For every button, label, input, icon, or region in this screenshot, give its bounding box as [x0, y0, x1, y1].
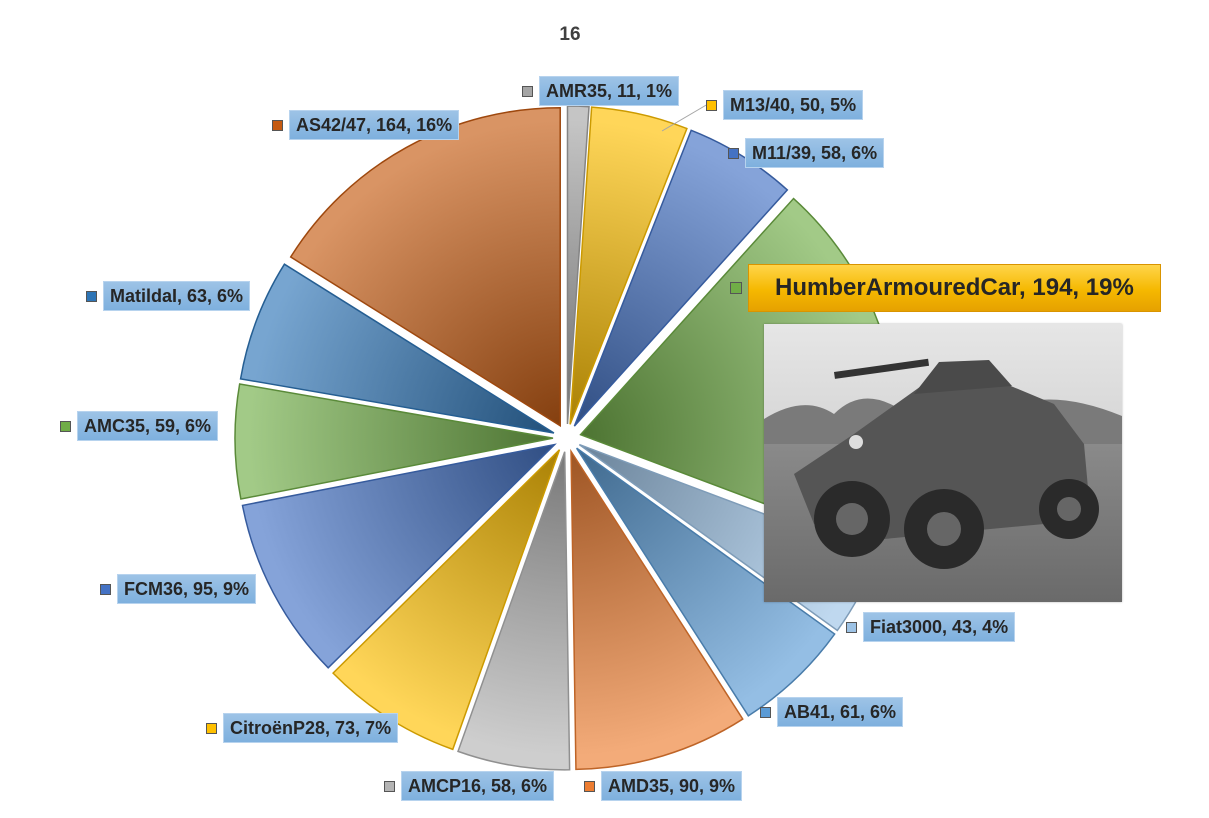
legend-swatch	[522, 85, 533, 97]
data-label-text: M13/40, 50, 5%	[723, 90, 864, 120]
armoured-car-photo	[764, 324, 1122, 602]
data-label-text: FCM36, 95, 9%	[117, 574, 257, 604]
data-label-text: M11/39, 58, 6%	[745, 138, 885, 168]
legend-swatch	[60, 420, 71, 432]
data-label-fiat3000: Fiat3000, 43, 4%	[846, 612, 1016, 642]
pie-slice-amc35	[234, 383, 554, 500]
legend-swatch	[760, 706, 771, 718]
legend-swatch	[272, 119, 283, 131]
legend-swatch	[206, 722, 217, 734]
pie-slice-m11-39	[573, 129, 789, 427]
leader-line-m13-40	[661, 103, 709, 132]
data-label-ab41: AB41, 61, 6%	[760, 697, 904, 727]
pie-slice-as42-47	[289, 107, 561, 428]
pie-slice-m13-40	[569, 106, 688, 425]
data-label-text: AMD35, 90, 9%	[601, 771, 743, 801]
data-label-m11-39: M11/39, 58, 6%	[728, 138, 885, 168]
data-label-text: HumberArmouredCar, 194, 19%	[748, 264, 1161, 312]
data-label-amr35: AMR35, 11, 1%	[522, 76, 680, 106]
chart-title: 16	[559, 24, 581, 45]
data-label-text: MatildaI, 63, 6%	[103, 281, 251, 311]
legend-swatch	[846, 621, 857, 633]
data-label-amc35: AMC35, 59, 6%	[60, 411, 219, 441]
data-label-text: CitroënP28, 73, 7%	[223, 713, 399, 743]
legend-swatch	[86, 290, 97, 302]
data-label-amcp16: AMCP16, 58, 6%	[384, 771, 555, 801]
pie-slice-matildai	[239, 263, 555, 434]
data-label-m13-40: M13/40, 50, 5%	[706, 90, 864, 120]
pie-slice-amcp16	[457, 451, 571, 771]
pie-slice-fcm36	[241, 443, 557, 669]
data-label-as42-47: AS42/47, 164, 16%	[272, 110, 460, 140]
data-label-humberarmouredcar: HumberArmouredCar, 194, 19%	[730, 264, 1161, 312]
pie-slice-amd35	[570, 448, 744, 771]
pie-slice-amr35	[566, 105, 590, 425]
legend-swatch	[584, 780, 595, 792]
legend-swatch	[706, 99, 717, 111]
data-label-text: Fiat3000, 43, 4%	[863, 612, 1016, 642]
data-label-fcm36: FCM36, 95, 9%	[100, 574, 257, 604]
data-label-text: AMCP16, 58, 6%	[401, 771, 555, 801]
pie-slice-ab41	[575, 447, 836, 717]
data-label-text: AMC35, 59, 6%	[77, 411, 219, 441]
legend-swatch	[728, 147, 739, 159]
legend-swatch	[730, 282, 742, 294]
data-label-text: AS42/47, 164, 16%	[289, 110, 460, 140]
legend-swatch	[100, 583, 111, 595]
data-label-citro-np28: CitroënP28, 73, 7%	[206, 713, 399, 743]
data-label-matildai: MatildaI, 63, 6%	[86, 281, 251, 311]
data-label-text: AMR35, 11, 1%	[539, 76, 680, 106]
legend-swatch	[384, 780, 395, 792]
data-label-text: AB41, 61, 6%	[777, 697, 904, 727]
data-label-amd35: AMD35, 90, 9%	[584, 771, 743, 801]
